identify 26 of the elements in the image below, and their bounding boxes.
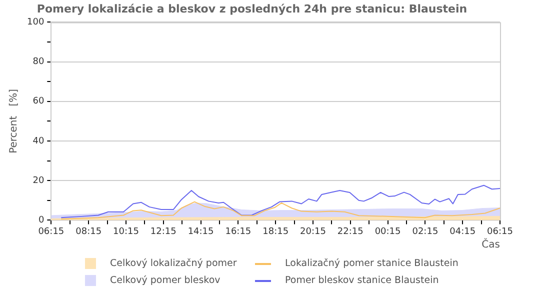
x-tick-label: 08:15	[76, 226, 102, 237]
y-tick-label: 0	[38, 216, 44, 226]
y-tick-label: 80	[32, 57, 44, 68]
y-tick-label: 100	[26, 18, 44, 28]
x-tick-label: 12:15	[150, 226, 176, 237]
x-tick-label: 00:15	[374, 226, 401, 237]
x-tick-label: 16:15	[225, 226, 252, 237]
x-tick-label: 04:15	[450, 226, 476, 237]
x-axis-title: Čas	[482, 238, 500, 251]
y-tick-label: 20	[32, 176, 44, 186]
legend-label: Pomer bleskov stanice Blaustein	[285, 275, 439, 286]
x-tick-label: 06:15	[487, 226, 513, 237]
x-tick-label: 02:15	[412, 226, 438, 237]
y-tick-label: 60	[32, 96, 44, 107]
x-tick-label: 18:15	[262, 226, 289, 237]
chart-title: Pomery lokalizácie a bleskov z posledných 24h pre stanicu: Blaustein	[36, 2, 468, 16]
x-tick-label: 10:15	[113, 226, 139, 237]
x-tick-label: 20:15	[300, 226, 326, 237]
legend-label: Celkový pomer bleskov	[110, 275, 220, 286]
x-tick-label: 06:15	[38, 226, 64, 237]
legend-label: Lokalizačný pomer stanice Blaustein	[285, 258, 458, 269]
x-tick-label: 14:15	[188, 226, 214, 237]
x-tick-label: 22:15	[337, 226, 364, 237]
y-axis-title: Percent [%]	[8, 88, 20, 154]
y-tick-label: 40	[32, 136, 44, 146]
legend-label: Celkový lokalizačný pomer	[110, 258, 237, 269]
